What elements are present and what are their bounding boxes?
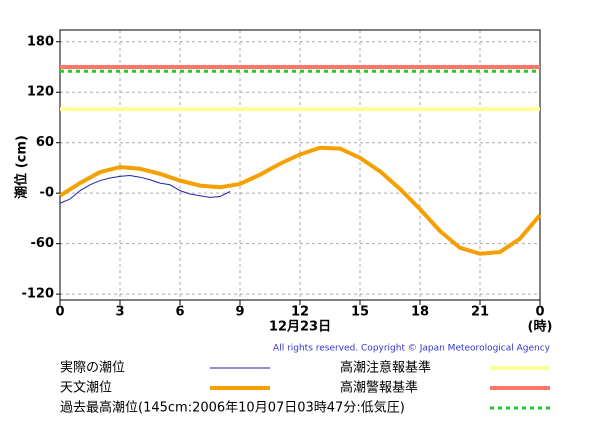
- plot-frame: [59, 29, 541, 301]
- series-line: [59, 175, 231, 204]
- x-tick-label: 6: [175, 305, 184, 320]
- y-tick-label: 180: [27, 34, 54, 49]
- x-tick-label: 12: [291, 305, 309, 320]
- copyright: All rights reserved. Copyright © Japan M…: [273, 344, 551, 354]
- x-axis-label: 12月23日: [269, 320, 331, 335]
- legend-label: 実際の潮位: [60, 360, 125, 376]
- y-axis-label: 潮位 (cm): [14, 135, 30, 199]
- x-tick-label: 21: [471, 305, 489, 320]
- y-tick-label: -60: [31, 236, 55, 251]
- x-tick-label: 9: [235, 305, 244, 320]
- legend-label: 天文潮位: [60, 381, 112, 396]
- legend-label: 高潮警報基準: [340, 380, 418, 396]
- x-tick-label: 0: [535, 305, 544, 320]
- legend-label: 過去最高潮位(145cm:2006年10月07日03時47分:低気圧): [60, 400, 405, 416]
- x-unit: (時): [528, 319, 553, 335]
- y-tick-label: 60: [36, 135, 54, 150]
- x-tick-label: 18: [411, 305, 429, 320]
- x-tick-label: 0: [55, 305, 64, 320]
- y-tick-label: -120: [21, 287, 54, 302]
- x-tick-label: 15: [351, 305, 369, 320]
- x-tick-label: 3: [115, 305, 124, 320]
- y-tick-label: -0: [40, 186, 54, 201]
- series-line: [58, 145, 542, 256]
- y-tick-label: 120: [27, 85, 54, 100]
- legend-label: 高潮注意報基準: [340, 360, 431, 376]
